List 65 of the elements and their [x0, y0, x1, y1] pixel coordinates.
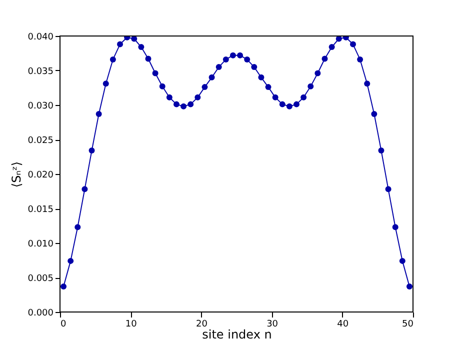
point	[230, 52, 236, 58]
point	[322, 56, 328, 62]
point	[300, 94, 307, 100]
point	[173, 101, 180, 108]
point	[350, 41, 356, 48]
y-tick-label: 0.025	[28, 136, 54, 146]
point	[131, 36, 138, 42]
y-tick-label: 0.040	[28, 32, 54, 42]
point	[102, 80, 109, 87]
point	[364, 80, 370, 87]
point	[110, 56, 116, 62]
point	[357, 56, 364, 62]
point	[265, 84, 272, 90]
point	[216, 64, 222, 70]
x-axis-title: site index n	[202, 328, 272, 342]
point	[194, 94, 201, 100]
point	[188, 101, 194, 108]
point	[244, 56, 250, 62]
point	[371, 110, 378, 117]
point	[222, 56, 229, 62]
point	[237, 52, 244, 58]
y-tick-label: 0.015	[28, 205, 54, 215]
point	[336, 36, 342, 42]
y-axis-title: ⟨Sₙᶻ⟩	[10, 161, 24, 188]
point	[251, 64, 258, 70]
point	[68, 258, 74, 264]
point	[166, 94, 172, 100]
point	[82, 186, 88, 192]
point	[208, 74, 215, 80]
point	[308, 83, 314, 90]
point	[88, 148, 95, 154]
x-tick-label: 30	[266, 320, 278, 330]
point	[96, 110, 102, 117]
x-tick-label: 50	[402, 320, 414, 330]
point	[286, 103, 292, 110]
point	[202, 84, 208, 90]
point	[60, 283, 67, 290]
point	[294, 101, 300, 108]
point	[74, 224, 81, 230]
point	[180, 103, 187, 110]
y-tick-label: 0.020	[28, 170, 54, 180]
y-tick-label: 0.030	[28, 102, 54, 112]
point	[138, 44, 144, 50]
point	[272, 94, 278, 100]
point	[314, 70, 321, 76]
y-tick-label: 0.000	[28, 308, 54, 318]
point	[279, 101, 286, 108]
point	[328, 44, 335, 50]
point	[152, 70, 158, 76]
x-tick-label: 20	[196, 320, 208, 330]
x-tick-label: 40	[337, 320, 349, 330]
point	[145, 56, 152, 62]
point	[258, 74, 264, 80]
point	[399, 258, 406, 264]
point	[406, 283, 412, 290]
y-tick-label: 0.005	[28, 274, 54, 284]
point	[392, 224, 398, 230]
y-tick-label: 0.010	[28, 240, 54, 250]
x-tick-label: 10	[125, 320, 138, 330]
point	[117, 41, 124, 48]
point	[159, 83, 166, 90]
x-tick-label: 0	[60, 320, 66, 330]
point	[378, 148, 384, 154]
point	[385, 186, 392, 192]
y-tick-label: 0.035	[28, 67, 54, 77]
